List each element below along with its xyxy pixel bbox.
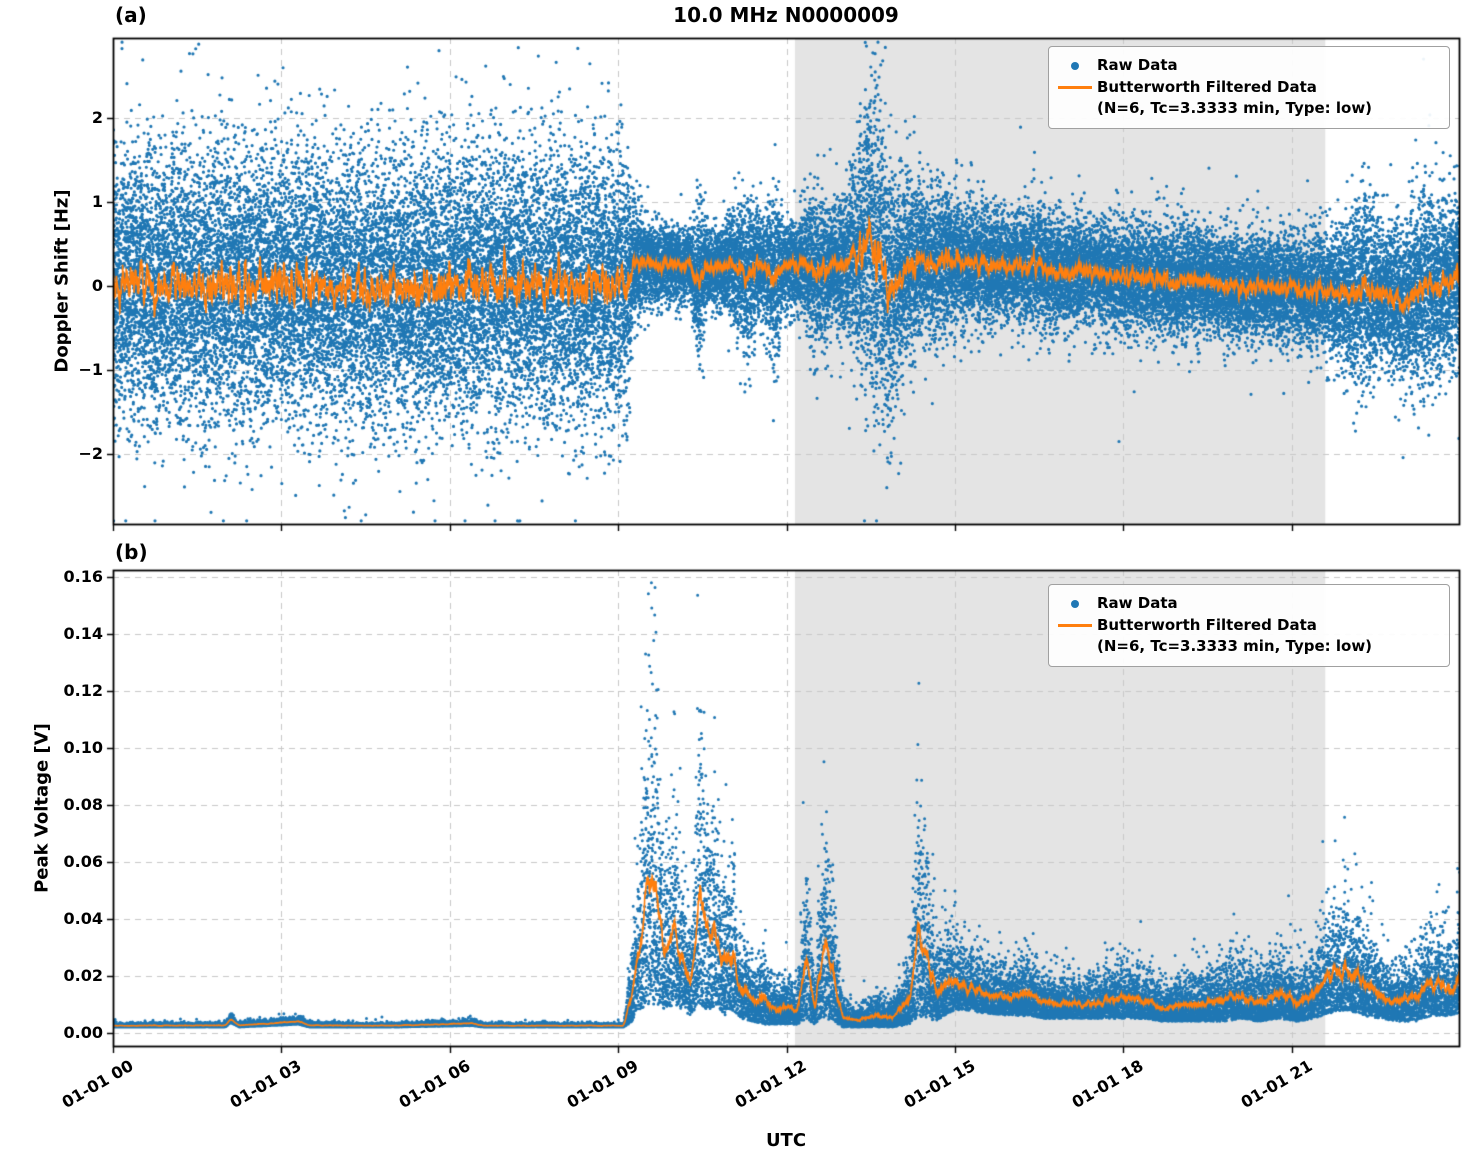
legend-entry-raw: Raw Data [1053,55,1439,76]
legend-raw-label: Raw Data [1097,594,1178,612]
legend-filtered-label: Butterworth Filtered Data [1097,616,1317,634]
panel-a-label: (a) [115,3,147,27]
legend-entry-filtered: Butterworth Filtered Data (N=6, Tc=3.333… [1053,77,1439,119]
legend-panel-a: Raw Data Butterworth Filtered Data (N=6,… [1048,46,1450,129]
raw-data-marker-icon [1053,55,1097,76]
filtered-line-marker-icon [1053,615,1097,636]
legend-filtered-params: (N=6, Tc=3.3333 min, Type: low) [1097,637,1373,655]
raw-data-marker-icon [1053,593,1097,614]
legend-entry-raw: Raw Data [1053,593,1439,614]
legend-raw-label: Raw Data [1097,56,1178,74]
figure-title: 10.0 MHz N0000009 [673,3,899,27]
x-axis-label: UTC [765,1130,807,1151]
legend-filtered-label: Butterworth Filtered Data [1097,78,1317,96]
legend-panel-b: Raw Data Butterworth Filtered Data (N=6,… [1048,584,1450,667]
legend-entry-filtered: Butterworth Filtered Data (N=6, Tc=3.333… [1053,615,1439,657]
panel-a-ylabel: Doppler Shift [Hz] [51,189,73,373]
panel-b-label: (b) [115,540,148,564]
filtered-line-marker-icon [1053,77,1097,98]
legend-filtered-params: (N=6, Tc=3.3333 min, Type: low) [1097,99,1373,117]
panel-b-ylabel: Peak Voltage [V] [31,723,53,893]
